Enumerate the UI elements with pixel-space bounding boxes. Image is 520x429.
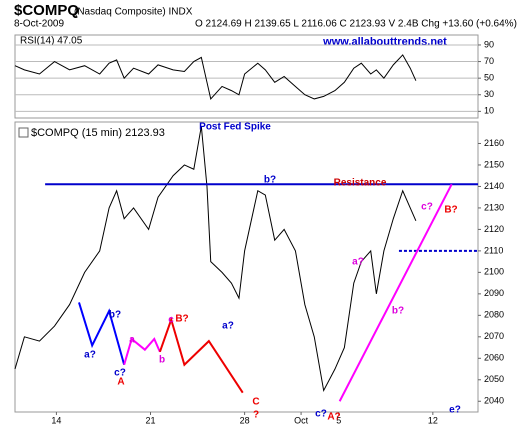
annotation: B? <box>175 314 188 325</box>
annotation: c <box>168 315 174 326</box>
y-tick-label: 2090 <box>484 288 504 298</box>
annotation: b <box>159 355 165 366</box>
annotation: a <box>129 335 135 346</box>
annotation: c? <box>421 202 433 213</box>
wave-line <box>78 302 126 366</box>
icon <box>18 127 29 138</box>
y-tick-label: 30 <box>484 89 494 99</box>
annotation: b? <box>392 306 404 317</box>
y-tick-label: 70 <box>484 56 494 66</box>
y-tick-label: 2140 <box>484 181 504 191</box>
symbol: $COMPQ <box>14 2 79 19</box>
y-tick-label: 2150 <box>484 159 504 169</box>
y-tick-label: 50 <box>484 73 494 83</box>
y-tick-label: 2120 <box>484 224 504 234</box>
y-tick-label: 10 <box>484 106 494 116</box>
annotation: ? <box>253 410 259 421</box>
annotation: a? <box>84 350 96 361</box>
symbol-name: (Nasdaq Composite) INDX <box>74 7 193 18</box>
wave-line <box>158 316 244 394</box>
annotation: A? <box>327 412 340 423</box>
annotation: c? <box>114 368 126 379</box>
quote: O 2124.69 H 2139.65 L 2116.06 C 2123.93 … <box>195 19 517 30</box>
x-tick-label: 21 <box>146 415 156 425</box>
y-tick-label: 2160 <box>484 138 504 148</box>
x-tick-label: 14 <box>51 415 61 425</box>
rsi-frame <box>14 34 479 119</box>
y-tick-label: 2070 <box>484 331 504 341</box>
price-line <box>14 126 417 393</box>
annotation: e? <box>449 405 461 416</box>
annotation: a? <box>222 321 234 332</box>
wave-line <box>123 337 161 366</box>
x-tick-label: Oct <box>294 415 309 425</box>
annotation: B? <box>444 205 457 216</box>
annotation: Resistance <box>334 178 387 189</box>
annotation: b? <box>264 175 276 186</box>
date: 8-Oct-2009 <box>14 19 64 30</box>
y-tick-label: 2100 <box>484 267 504 277</box>
x-tick-label: 12 <box>428 415 438 425</box>
price-frame <box>14 121 479 413</box>
annotation: A <box>117 377 124 388</box>
y-tick-label: 90 <box>484 39 494 49</box>
y-tick-label: 2040 <box>484 396 504 406</box>
annotation: C <box>252 397 259 408</box>
y-tick-label: 2130 <box>484 202 504 212</box>
annotation: c? <box>315 409 327 420</box>
y-tick-label: 2080 <box>484 310 504 320</box>
rsi-label: RSI(14) 47.05 <box>20 36 83 47</box>
price-line <box>14 54 417 100</box>
price-title: $COMPQ (15 min) 2123.93 <box>31 127 165 139</box>
annotation: Post Fed Spike <box>199 122 271 133</box>
y-tick-label: 2060 <box>484 353 504 363</box>
annotation: a? <box>352 257 364 268</box>
wave-line <box>338 183 453 402</box>
x-tick-label: 28 <box>240 415 250 425</box>
y-tick-label: 2050 <box>484 374 504 384</box>
watermark: www.allabouttrends.net <box>322 36 447 48</box>
y-tick-label: 2110 <box>484 245 503 255</box>
annotation: b? <box>109 310 121 321</box>
x-tick-label: 5 <box>336 415 341 425</box>
